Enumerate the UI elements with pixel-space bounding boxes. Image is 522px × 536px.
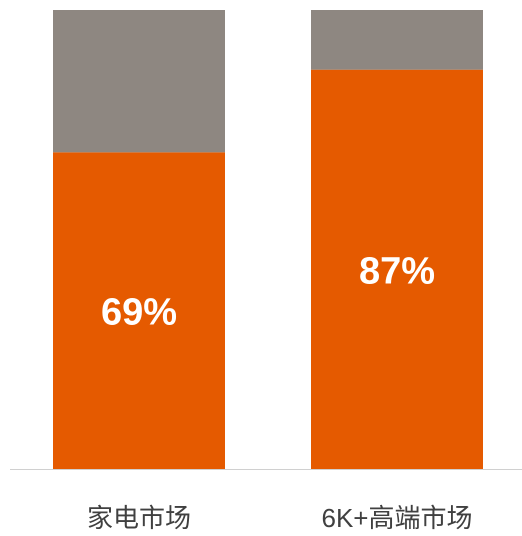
bar-segment [311, 69, 483, 470]
x-tick-label: 家电市场 [87, 503, 191, 533]
data-label: 69% [101, 292, 177, 334]
bar-segment [53, 10, 225, 153]
data-label: 87% [359, 250, 435, 292]
x-tick-label: 6K+高端市场 [322, 503, 473, 533]
bar-segment [311, 10, 483, 70]
bar-segment [53, 152, 225, 470]
